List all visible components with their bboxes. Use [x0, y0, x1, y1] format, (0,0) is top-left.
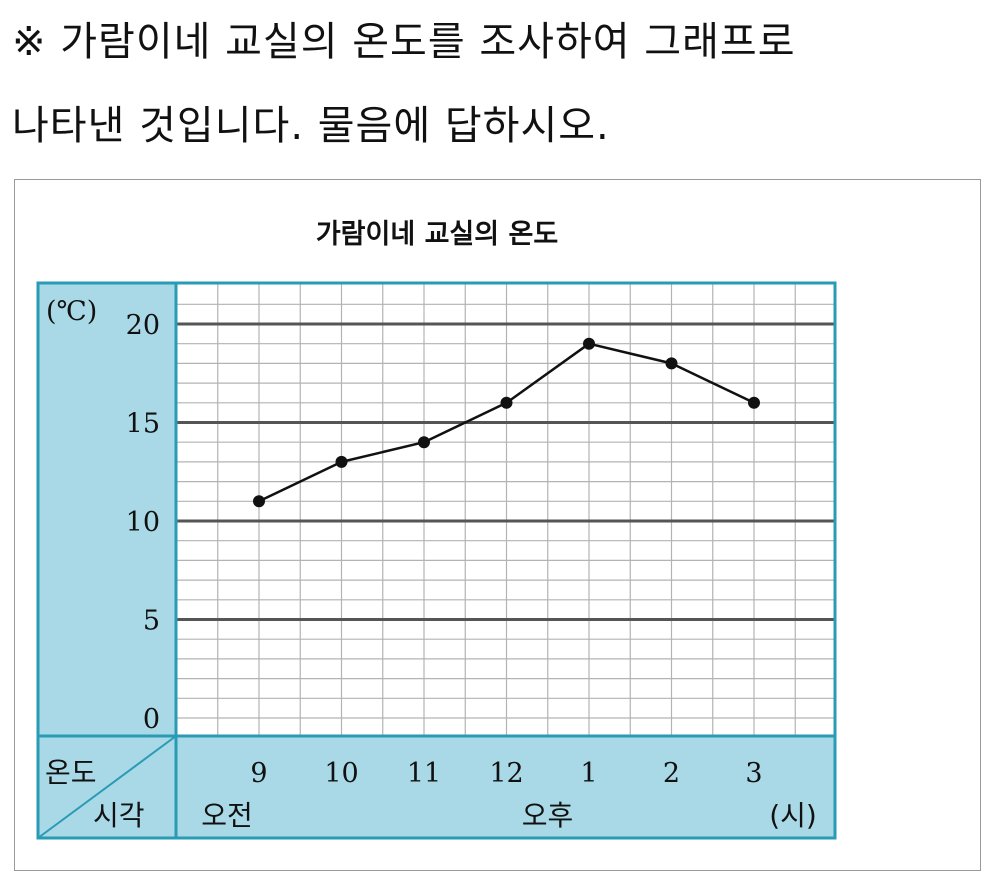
chart-border: [36, 281, 837, 840]
data-point: [500, 396, 513, 409]
chart-frame: [14, 179, 981, 871]
x-tick-label: 10: [324, 758, 358, 789]
question-line-2: 나타낸 것입니다. 물음에 답하시오.: [12, 103, 610, 149]
y-tick-label: 5: [143, 606, 160, 637]
x-tick-label: 3: [745, 758, 762, 789]
x-tick-label: 12: [489, 758, 523, 789]
x-unit-label: (시): [769, 799, 817, 832]
y-tick-label: 15: [126, 409, 160, 440]
data-point: [253, 495, 265, 508]
y-axis-title: 온도: [45, 756, 97, 789]
x-axis-title: 시각: [93, 799, 145, 832]
corner-diagonal: [37, 735, 177, 839]
data-point: [665, 357, 678, 370]
x-tick-label: 2: [663, 758, 680, 789]
chart-title: 가람이네 교실의 온도: [316, 219, 558, 250]
x-tick-label: 1: [580, 758, 597, 789]
data-point: [418, 436, 430, 449]
data-point: [748, 396, 760, 409]
question-line-1: ※ 가람이네 교실의 온도를 조사하여 그래프로: [12, 19, 796, 65]
y-tick-label: 20: [126, 310, 160, 341]
y-tick-label: 10: [126, 507, 160, 538]
period-label-pm: 오후: [522, 799, 574, 832]
data-point: [583, 337, 595, 350]
plot-area: [176, 283, 835, 736]
y-axis-panel: [38, 283, 176, 838]
period-label-am: 오전: [201, 799, 253, 832]
y-tick-label: 0: [143, 704, 160, 735]
x-tick-label: 11: [407, 758, 441, 789]
data-point: [335, 455, 348, 468]
question-text: ※ 가람이네 교실의 온도를 조사하여 그래프로 나타낸 것입니다. 물음에 답…: [12, 0, 987, 168]
x-tick-label: 9: [250, 758, 267, 789]
x-axis-panel: [176, 736, 835, 838]
y-unit-label: (℃): [46, 296, 97, 327]
